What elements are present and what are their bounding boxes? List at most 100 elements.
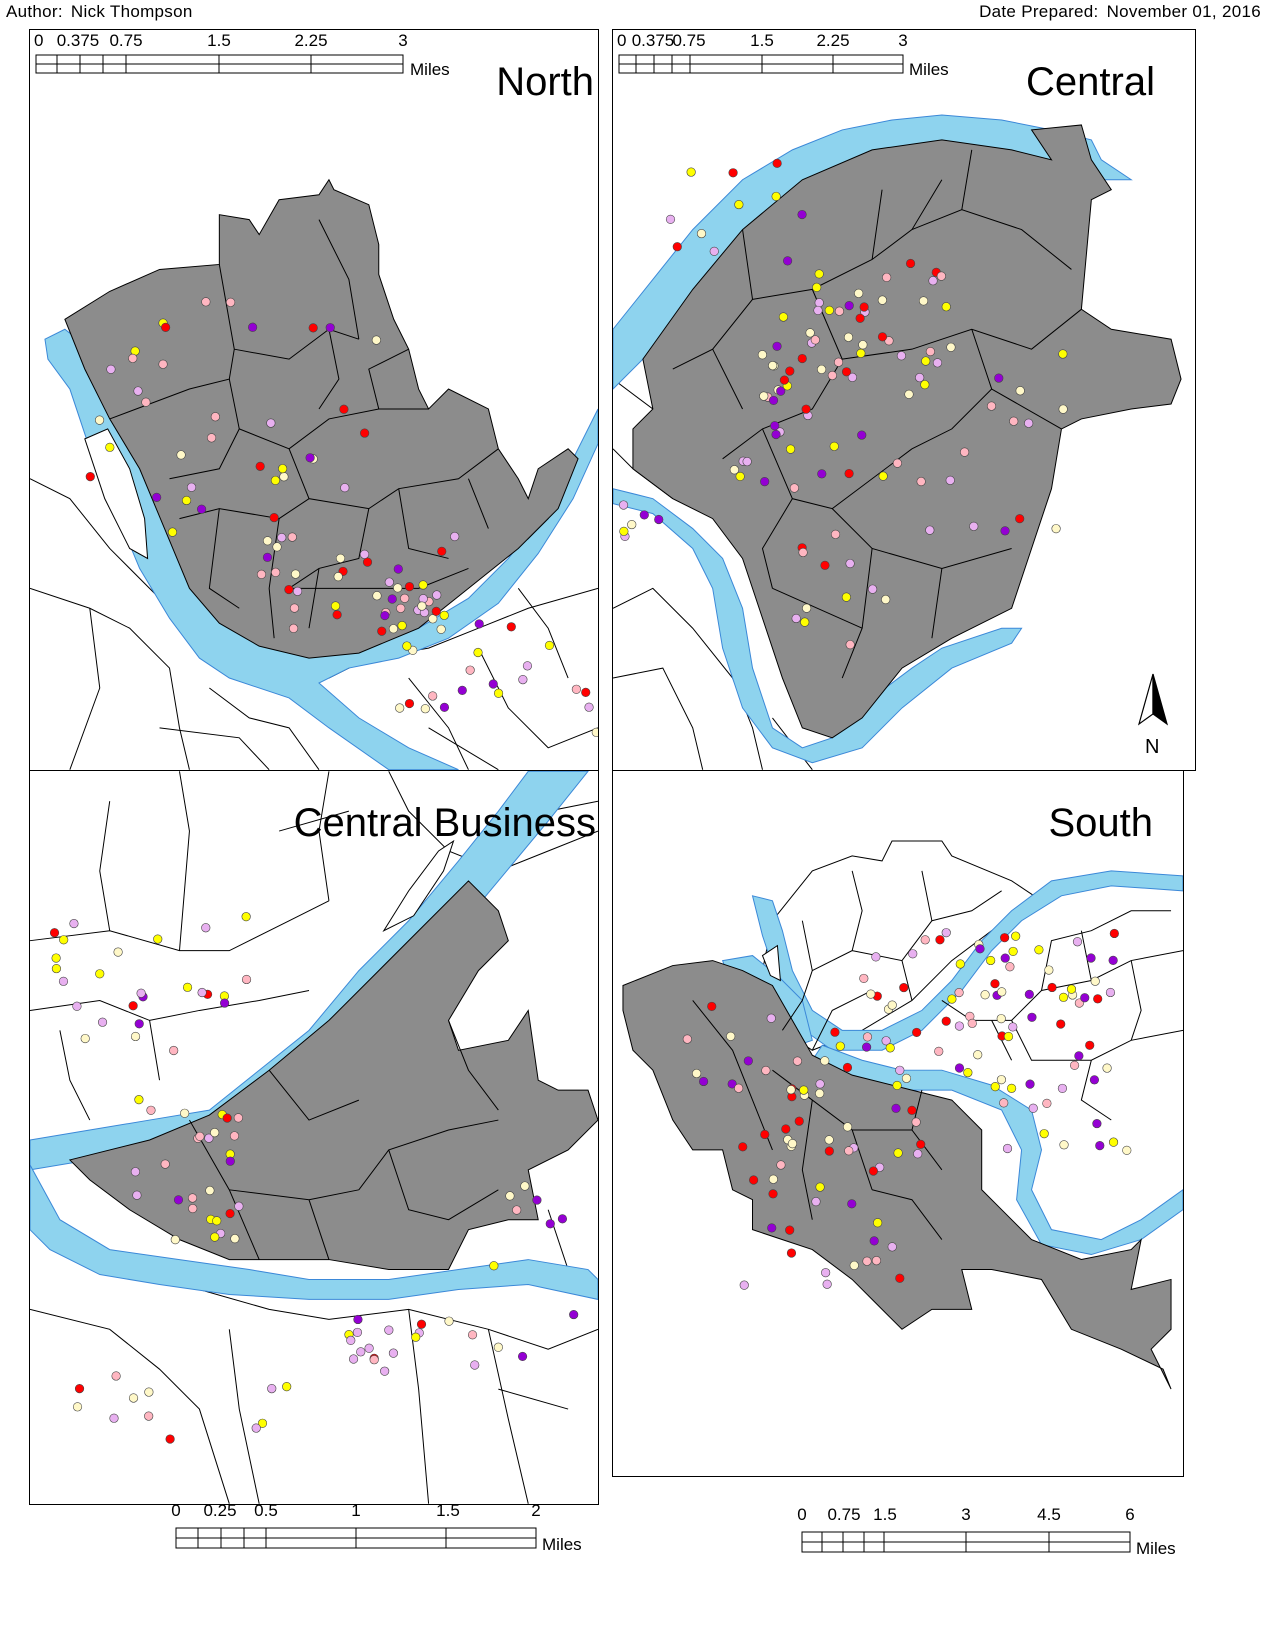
incident-point	[947, 994, 957, 1004]
incident-point	[384, 577, 394, 587]
incident-point	[170, 1235, 180, 1245]
incident-point	[1057, 1083, 1068, 1094]
incident-point	[267, 1384, 277, 1394]
incident-point	[945, 475, 955, 485]
incident-point	[439, 702, 450, 712]
incident-point	[262, 536, 273, 546]
incident-point	[907, 1105, 917, 1115]
map-panel-north[interactable]: North	[29, 29, 599, 771]
incident-point	[827, 370, 837, 381]
incident-point	[1005, 962, 1015, 972]
incident-point	[226, 297, 236, 307]
incident-point	[489, 1261, 499, 1271]
incident-point	[761, 1065, 771, 1076]
incident-point	[591, 727, 598, 737]
incident-point	[506, 622, 516, 632]
incident-point	[824, 1146, 834, 1156]
incident-point	[271, 567, 281, 577]
incident-point	[738, 1142, 748, 1152]
scale-unit: Miles	[542, 1535, 582, 1554]
incident-point	[128, 1001, 138, 1011]
scale-tick: 0	[171, 1501, 180, 1520]
scale-tick: 0.75	[827, 1505, 860, 1524]
incident-point	[474, 619, 484, 629]
incident-point	[420, 704, 430, 714]
incident-point	[130, 1167, 141, 1177]
incident-point	[881, 594, 891, 605]
incident-point	[845, 558, 855, 569]
scale-tick: 3	[898, 31, 907, 50]
incident-point	[520, 1181, 530, 1191]
map-panel-south[interactable]: South	[612, 770, 1184, 1477]
incident-point	[335, 553, 346, 563]
incident-point	[411, 1332, 421, 1342]
incident-point	[417, 601, 427, 611]
incident-point	[895, 1273, 905, 1283]
incident-point	[431, 606, 441, 616]
scale-tick: 3	[398, 31, 407, 50]
incident-point	[1072, 937, 1083, 947]
incident-point	[934, 1046, 944, 1056]
incident-point	[1028, 1103, 1038, 1113]
incident-point	[188, 1203, 198, 1214]
incident-point	[416, 1319, 427, 1329]
map-panel-central[interactable]: Central N	[612, 29, 1196, 771]
incident-point	[161, 322, 171, 332]
incident-point	[760, 1129, 770, 1140]
incident-point	[180, 1108, 190, 1118]
incident-point	[869, 1236, 879, 1246]
incident-point	[728, 168, 738, 178]
map-panel-central-business[interactable]: Central Business	[29, 770, 599, 1505]
scale-tick: 4.5	[1037, 1505, 1061, 1524]
incident-point	[1002, 1143, 1013, 1154]
incident-point	[990, 1082, 1000, 1092]
incident-point	[822, 1279, 832, 1289]
incident-point	[871, 1256, 882, 1266]
incident-point	[144, 1387, 154, 1397]
incident-point	[141, 397, 151, 407]
incident-point	[1092, 1119, 1102, 1129]
incident-point	[584, 702, 594, 712]
incident-point	[770, 421, 780, 431]
incident-point	[362, 557, 373, 567]
incident-point	[270, 475, 281, 486]
incident-point	[132, 1190, 142, 1200]
incident-point	[742, 457, 752, 467]
incident-point	[734, 199, 744, 210]
incident-point	[467, 1330, 478, 1340]
incident-point	[1122, 1145, 1132, 1155]
scale-tick: 1	[351, 1501, 360, 1520]
incident-point	[388, 624, 399, 634]
author-name: Nick Thompson	[70, 2, 193, 21]
incident-point	[891, 1103, 901, 1113]
incident-point	[778, 312, 788, 322]
incident-point	[811, 1197, 821, 1207]
incident-point	[113, 947, 123, 957]
incident-point	[830, 529, 841, 539]
incident-point	[895, 1065, 905, 1075]
incident-point	[348, 1354, 359, 1364]
incident-point	[878, 471, 888, 481]
incident-point	[165, 1434, 175, 1444]
north-land	[64, 178, 579, 659]
incident-point	[969, 521, 979, 531]
incident-point	[854, 288, 864, 298]
incident-point	[665, 214, 676, 224]
incident-point	[997, 987, 1007, 997]
incident-point	[251, 1423, 261, 1433]
incident-point	[768, 1174, 778, 1184]
incident-point	[757, 350, 767, 360]
north-map	[30, 178, 598, 770]
incident-point	[941, 302, 951, 312]
incident-point	[201, 297, 211, 307]
incident-point	[941, 928, 951, 938]
incident-point	[1058, 349, 1068, 359]
incident-point	[388, 1348, 399, 1358]
panel-title-north: North	[496, 60, 594, 104]
incident-point	[160, 1159, 170, 1169]
incident-point	[72, 1402, 83, 1412]
incident-point	[545, 1219, 555, 1229]
incident-point	[272, 542, 282, 552]
central-business-map	[30, 771, 598, 1504]
north-arrow-label: N	[1145, 736, 1160, 758]
